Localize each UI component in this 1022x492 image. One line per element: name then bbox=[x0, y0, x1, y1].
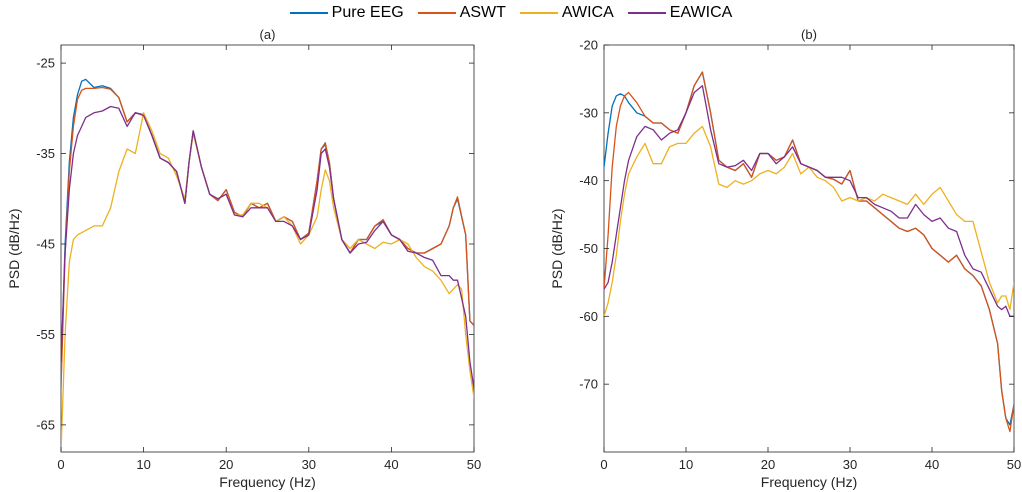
legend-label-aswt: ASWT bbox=[459, 4, 506, 21]
chart-a-xtick-label: 10 bbox=[136, 457, 150, 472]
legend-label-pure-eeg: Pure EEG bbox=[331, 4, 404, 21]
chart-a-title: (a) bbox=[260, 27, 276, 42]
chart-b-xtick-label: 10 bbox=[679, 457, 693, 472]
chart-b-xlabel: Frequency (Hz) bbox=[761, 474, 857, 490]
chart-a-series-aswt bbox=[61, 86, 474, 389]
legend-item-pure-eeg: Pure EEG bbox=[289, 4, 404, 22]
legend-item-awica: AWICA bbox=[519, 4, 614, 22]
legend-swatch-pure-eeg bbox=[289, 12, 328, 14]
chart-b-plot-area bbox=[603, 44, 1015, 453]
chart-b-ytick-label: -40 bbox=[579, 173, 598, 188]
chart-b-xtick-label: 30 bbox=[843, 457, 857, 472]
chart-a-xtick-label: 50 bbox=[467, 457, 481, 472]
chart-a-ytick-label: -45 bbox=[36, 236, 55, 251]
chart-a-xtick-label: 0 bbox=[57, 457, 64, 472]
chart-a-xtick-label: 40 bbox=[384, 457, 398, 472]
chart-b-ylabel: PSD (dB/Hz) bbox=[549, 208, 565, 288]
chart-b-title: (b) bbox=[801, 27, 817, 42]
chart-b-series-awica bbox=[604, 125, 1014, 317]
legend-label-eawica: EAWICA bbox=[669, 4, 733, 21]
legend-item-eawica: EAWICA bbox=[627, 4, 733, 22]
chart-b-xtick-label: 0 bbox=[600, 457, 607, 472]
chart-b-ytick-label: -20 bbox=[579, 38, 598, 53]
chart-a-ylabel: PSD (dB/Hz) bbox=[6, 208, 22, 288]
chart-b-ytick-label: -30 bbox=[579, 105, 598, 120]
chart-b-ytick-label: -60 bbox=[579, 309, 598, 324]
chart-b: 0 10 20 30 40 50 -20 -30 -40 -50 -60 -70 (b) Frequenc… bbox=[549, 27, 1021, 490]
chart-b-xtick-label: 50 bbox=[1007, 457, 1021, 472]
chart-a-ytick-label: -55 bbox=[36, 327, 55, 342]
chart-a-ytick-label: -25 bbox=[36, 56, 55, 71]
chart-a-xtick-label: 20 bbox=[219, 457, 233, 472]
legend: Pure EEG ASWT AWICA EAWICA bbox=[0, 4, 1022, 30]
chart-b-series-eawica bbox=[604, 85, 1014, 317]
chart-a-ytick-label: -65 bbox=[36, 417, 55, 432]
chart-a-plot-area bbox=[60, 44, 475, 453]
legend-label-awica: AWICA bbox=[561, 4, 614, 21]
chart-b-xtick-label: 20 bbox=[761, 457, 775, 472]
chart-a-series-eawica bbox=[61, 105, 474, 389]
chart-b-xtick-label: 40 bbox=[925, 457, 939, 472]
legend-swatch-aswt bbox=[417, 12, 456, 14]
chart-a-xlabel: Frequency (Hz) bbox=[219, 474, 315, 490]
chart-a-ytick-label: -35 bbox=[36, 146, 55, 161]
chart-b-ytick-label: -70 bbox=[579, 377, 598, 392]
legend-item-aswt: ASWT bbox=[417, 4, 506, 22]
chart-b-ytick-label: -50 bbox=[579, 241, 598, 256]
legend-swatch-eawica bbox=[627, 12, 666, 14]
legend-swatch-awica bbox=[519, 12, 558, 14]
chart-a-xtick-label: 30 bbox=[302, 457, 316, 472]
chart-a: 0 10 20 30 40 50 -25 -35 -45 -55 -65 (a) Frequency (… bbox=[6, 27, 481, 490]
